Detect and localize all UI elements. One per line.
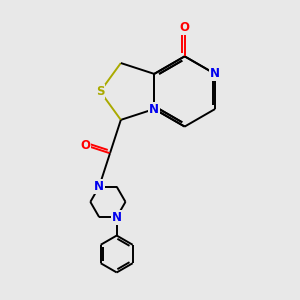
Text: O: O: [180, 21, 190, 34]
Text: N: N: [149, 103, 159, 116]
Text: O: O: [80, 139, 90, 152]
Text: N: N: [94, 180, 104, 193]
Text: N: N: [112, 211, 122, 224]
Text: N: N: [210, 68, 220, 80]
Text: S: S: [96, 85, 104, 98]
